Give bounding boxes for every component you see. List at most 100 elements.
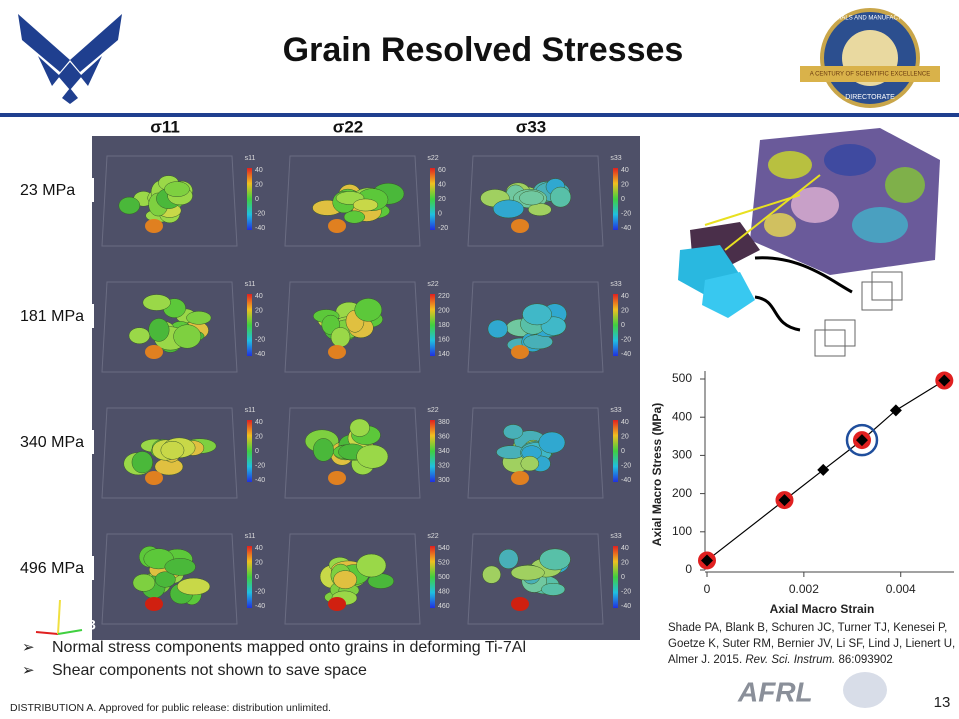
colorbar [430,420,435,482]
colorbar-tick: 200 [438,307,450,314]
grain [354,298,383,322]
colorbar-title: s22 [427,155,438,162]
colorbar-title: s11 [245,281,256,288]
grain [519,190,544,206]
data-point [855,434,868,447]
colorbar [613,168,618,230]
axis-triad [35,631,59,635]
citation-details: 86:093902 [838,654,893,666]
header-rule [0,113,959,117]
colorbar [430,168,435,230]
row-label-box [14,430,94,454]
colorbar [430,546,435,608]
colorbar-tick: -20 [255,210,265,217]
colorbar-tick: 40 [255,167,263,174]
colorbar-tick: 220 [438,293,450,300]
colorbar-tick: -40 [621,351,631,358]
grain [356,444,389,469]
grain [511,345,529,359]
colorbar-tick: 20 [621,433,629,440]
colorbar-tick: 40 [621,293,629,300]
colorbar-tick: 20 [255,559,263,566]
triad-label: 1 [28,617,36,633]
triad-label: 3 [88,617,96,633]
colorbar-tick: -20 [255,462,265,469]
colorbar-tick: -40 [255,477,265,484]
grain [493,199,525,219]
colorbar-tick: 380 [438,419,450,426]
colorbar-tick: -20 [438,225,448,232]
colorbar-title: s33 [610,281,621,288]
colorbar-tick: -20 [621,210,631,217]
grain [333,570,358,589]
colorbar-tick: 20 [621,307,629,314]
colorbar [247,168,252,230]
citation-journal: Rev. Sci. Instrum. [745,654,836,666]
column-header: σ33 [516,117,547,136]
grain [164,558,196,576]
bullet-text: Shear components not shown to save space [52,662,367,679]
grain [498,548,519,570]
grain [132,573,156,592]
grain [511,219,529,233]
colorbar-tick: 20 [255,307,263,314]
wireframe-box [101,533,238,625]
colorbar-tick: 0 [438,210,442,217]
grain [550,186,572,208]
colorbar-tick: 20 [621,181,629,188]
row-label-box [14,178,94,202]
grain [538,431,566,454]
colorbar-tick: 0 [621,196,625,203]
row-label: 181 MPa [20,308,84,325]
data-point [938,374,951,387]
svg-text:➢: ➢ [22,639,35,656]
colorbar-tick: 0 [621,322,625,329]
colorbar-title: s11 [245,155,256,162]
afrl-logo: AFRL [737,676,813,707]
row-label: 496 MPa [20,560,84,577]
grain [528,203,552,216]
wireframe-box [284,533,421,625]
colorbar-tick: -40 [621,477,631,484]
colorbar-tick: -40 [255,603,265,610]
citation: Shade PA, Blank B, Schuren JC, Turner TJ… [668,620,958,668]
colorbar-tick: 20 [438,196,446,203]
grain [164,181,190,197]
colorbar-tick: 20 [255,433,263,440]
row-label-box [14,304,94,328]
axis-triad [57,599,61,635]
grain [328,471,346,485]
colorbar-tick: -20 [255,336,265,343]
colorbar [430,294,435,356]
grain [330,327,351,348]
colorbar-tick: 60 [438,167,446,174]
grain [520,455,540,472]
grain [145,471,163,485]
colorbar-tick: 40 [621,167,629,174]
wireframe-box [101,281,238,373]
x-tick-label: 0 [704,582,711,596]
y-tick-label: 300 [672,448,692,462]
colorbar-tick: 480 [438,588,450,595]
air-force-logo [18,14,122,104]
x-axis-title: Axial Macro Strain [770,602,875,616]
grain [131,451,153,474]
data-point [701,554,713,567]
colorbar-tick: 300 [438,477,450,484]
row-label: 340 MPa [20,434,84,451]
grain [482,565,501,584]
row-label-box [14,556,94,580]
grain [154,571,176,588]
colorbar [613,294,618,356]
colorbar-title: s33 [610,155,621,162]
seal-text: A CENTURY OF SCIENTIFIC EXCELLENCE [810,72,930,78]
wireframe-box [284,155,421,247]
y-tick-label: 500 [672,371,692,385]
colorbar-tick: 20 [621,559,629,566]
grain [541,583,566,596]
colorbar-tick: 140 [438,351,450,358]
colorbar-tick: 40 [255,545,263,552]
colorbar-tick: -20 [621,336,631,343]
colorbar-tick: -20 [255,588,265,595]
